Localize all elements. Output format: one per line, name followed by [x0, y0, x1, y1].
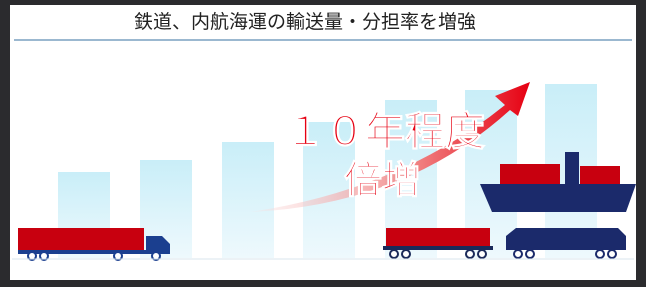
page: 鉄道、内航海運の輸送量・分担率を増強 １０年程度 倍増	[0, 0, 646, 287]
callout-line1: １０年程度	[285, 109, 485, 155]
bar	[222, 142, 274, 258]
infographic: 鉄道、内航海運の輸送量・分担率を増強 １０年程度 倍増	[0, 0, 646, 287]
title: 鉄道、内航海運の輸送量・分担率を増強	[134, 11, 476, 33]
callout-line2: 倍増	[344, 158, 420, 202]
